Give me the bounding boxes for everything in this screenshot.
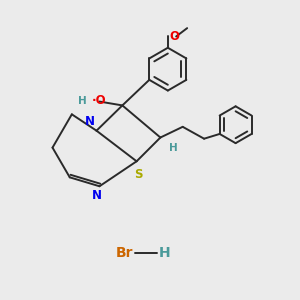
Text: N: N [85, 115, 95, 128]
Text: ·O: ·O [92, 94, 107, 107]
Text: H: H [158, 245, 170, 260]
Text: S: S [134, 168, 142, 181]
Text: H: H [78, 96, 87, 106]
Text: O: O [169, 30, 179, 43]
Text: N: N [92, 189, 102, 202]
Text: Br: Br [115, 245, 133, 260]
Text: H: H [169, 143, 178, 153]
